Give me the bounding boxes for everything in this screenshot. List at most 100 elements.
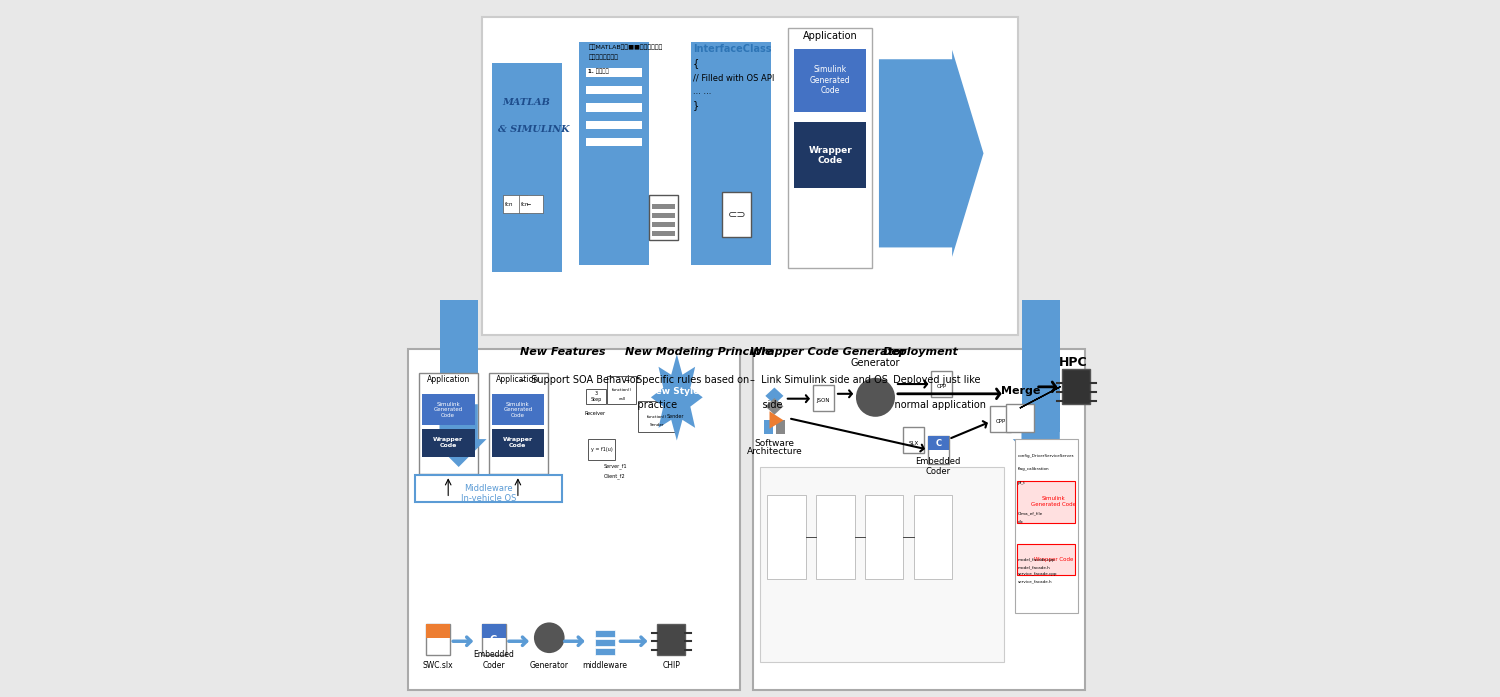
Bar — [1022, 314, 1060, 432]
Polygon shape — [765, 398, 783, 415]
Bar — [586, 86, 642, 94]
Bar — [657, 624, 686, 655]
Text: ... ...: ... ... — [693, 87, 711, 96]
Text: Wrapper Code Generator: Wrapper Code Generator — [750, 348, 906, 358]
Bar — [652, 213, 675, 218]
Polygon shape — [770, 411, 783, 429]
Text: & SIMULINK: & SIMULINK — [498, 125, 570, 135]
Text: dic: dic — [1017, 521, 1023, 524]
Text: Generator: Generator — [850, 358, 900, 368]
Text: Application: Application — [496, 376, 540, 384]
Text: C: C — [934, 440, 942, 448]
Polygon shape — [651, 354, 702, 441]
Bar — [639, 401, 676, 432]
Text: service_facade.cpp: service_facade.cpp — [1017, 572, 1058, 576]
Text: Server_f1: Server_f1 — [603, 463, 627, 468]
Bar — [865, 495, 903, 579]
Text: middleware: middleware — [582, 661, 627, 670]
Bar — [594, 648, 615, 655]
Bar — [440, 300, 479, 342]
Circle shape — [534, 622, 564, 653]
Bar — [608, 376, 636, 404]
Bar — [482, 624, 506, 638]
Bar — [652, 204, 675, 209]
Text: flag_calibration: flag_calibration — [1017, 468, 1050, 471]
Text: Architecture: Architecture — [747, 447, 802, 457]
Text: normal application: normal application — [882, 400, 987, 410]
Text: SWC.slx: SWC.slx — [423, 661, 453, 670]
Bar — [927, 436, 948, 464]
Text: CPP: CPP — [996, 419, 1006, 424]
Text: Wrapper
Code: Wrapper Code — [503, 437, 532, 448]
Polygon shape — [765, 388, 783, 404]
Text: Wrapper
Code: Wrapper Code — [808, 146, 852, 165]
Text: Deployment: Deployment — [882, 348, 959, 358]
Text: Embedded
Coder: Embedded Coder — [915, 457, 962, 476]
FancyArrow shape — [1013, 404, 1068, 467]
Bar — [753, 348, 1084, 690]
Bar — [579, 42, 650, 265]
Bar — [519, 195, 543, 213]
Bar — [903, 427, 924, 453]
Bar — [1062, 369, 1090, 404]
Text: model_facade.h: model_facade.h — [1017, 565, 1050, 569]
Text: Sender: Sender — [650, 423, 664, 427]
Bar — [776, 420, 784, 434]
Bar — [489, 373, 548, 474]
Bar — [586, 68, 642, 77]
Text: 基于MATLAB开发■■应用软件的建: 基于MATLAB开发■■应用软件的建 — [588, 44, 663, 49]
Bar — [423, 394, 474, 425]
Text: New Modeling Principle: New Modeling Principle — [624, 348, 772, 358]
Bar — [426, 624, 450, 638]
Text: SLX: SLX — [909, 441, 920, 446]
Bar — [586, 389, 606, 404]
Bar — [722, 192, 752, 237]
Bar — [1016, 439, 1077, 613]
Bar — [794, 49, 867, 112]
Text: }: } — [693, 100, 699, 110]
Bar — [423, 429, 474, 457]
Text: –  Support SOA Behavior: – Support SOA Behavior — [520, 376, 639, 385]
Text: y = f1(u): y = f1(u) — [591, 447, 612, 452]
Text: JSON: JSON — [816, 398, 830, 404]
Bar — [482, 624, 506, 655]
Bar — [416, 475, 562, 502]
Text: Simulink
Generated
Code: Simulink Generated Code — [433, 401, 464, 418]
Bar — [492, 394, 544, 425]
Bar — [482, 17, 1019, 335]
Bar — [440, 314, 479, 432]
Bar — [586, 121, 642, 129]
Bar — [914, 495, 952, 579]
Bar — [652, 231, 675, 236]
FancyArrow shape — [430, 404, 486, 467]
Text: Receiver: Receiver — [584, 411, 604, 415]
Text: New Features: New Features — [520, 348, 606, 358]
Text: In-vehicle OS: In-vehicle OS — [460, 494, 516, 503]
Text: function(): function() — [612, 388, 632, 392]
Bar — [764, 420, 772, 434]
Bar — [927, 436, 948, 450]
Text: 3
Step: 3 Step — [591, 391, 602, 402]
Bar — [768, 495, 806, 579]
Text: Sender: Sender — [666, 414, 684, 419]
Bar — [1022, 300, 1060, 342]
Text: Software: Software — [754, 439, 795, 448]
Bar — [594, 639, 615, 646]
Text: side: side — [750, 400, 783, 410]
Text: 1. 文稿概述: 1. 文稿概述 — [588, 68, 609, 74]
Text: {: { — [693, 59, 699, 68]
Text: Wrapper
Code: Wrapper Code — [433, 437, 464, 448]
Bar — [1017, 481, 1076, 523]
Bar — [650, 195, 678, 240]
Text: Application: Application — [426, 376, 470, 384]
Text: Application: Application — [802, 31, 858, 41]
Text: Simulink
Generated
Code: Simulink Generated Code — [504, 401, 532, 418]
FancyArrow shape — [879, 50, 984, 257]
Bar — [1007, 404, 1035, 432]
Circle shape — [856, 378, 895, 417]
Bar — [408, 348, 740, 690]
Text: model_facade.cpp: model_facade.cpp — [1017, 558, 1056, 562]
Text: Generator: Generator — [530, 661, 568, 670]
Text: –  Deployed just like: – Deployed just like — [882, 376, 981, 385]
Text: Embedded
Coder: Embedded Coder — [472, 650, 514, 670]
